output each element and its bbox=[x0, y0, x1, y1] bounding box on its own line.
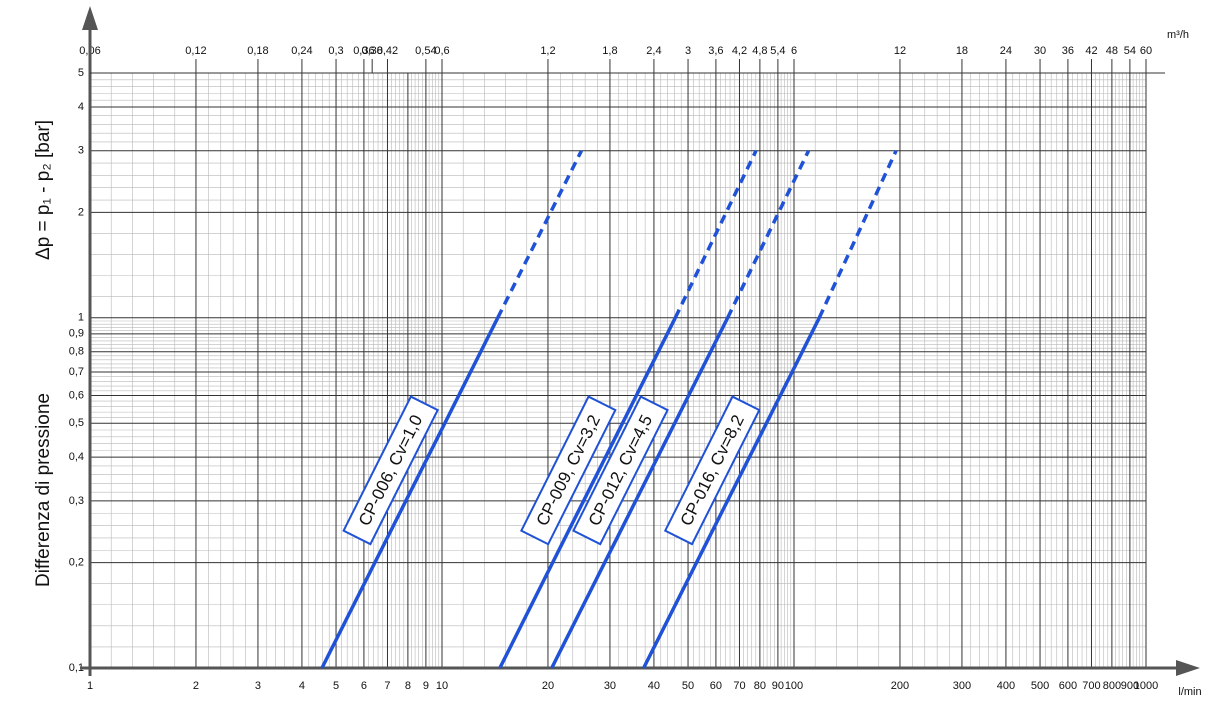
x2-tick-label: 4,2 bbox=[732, 45, 747, 57]
series-label: CP-016, Cv=8,2 bbox=[663, 395, 761, 546]
x-tick-label: 600 bbox=[1059, 680, 1077, 692]
x2-tick-label: 18 bbox=[956, 45, 968, 57]
series-label-box bbox=[663, 395, 761, 546]
series-label-box bbox=[572, 395, 669, 546]
y-axis-arrow bbox=[82, 6, 98, 30]
x2-tick-label: 5,4 bbox=[770, 45, 785, 57]
x-tick-label: 30 bbox=[604, 680, 616, 692]
line-segment-dashed bbox=[673, 149, 758, 319]
x2-tick-label: 3,6 bbox=[708, 45, 723, 57]
x2-tick-label: 30 bbox=[1034, 45, 1046, 57]
line-segment-dashed bbox=[817, 149, 898, 319]
x-tick-label: 9 bbox=[423, 680, 429, 692]
series-label-box bbox=[519, 395, 617, 546]
x2-tick-label: 0,36 bbox=[353, 45, 374, 57]
y-axis-label: Δp = p₁ - p₂ [bar] bbox=[33, 120, 54, 260]
line-segment bbox=[498, 317, 677, 669]
x2-tick-label: 3 bbox=[685, 45, 691, 57]
y-tick-label: 0,8 bbox=[69, 346, 84, 358]
x2-tick-label: 0,24 bbox=[291, 45, 312, 57]
x-axis-arrow bbox=[1176, 660, 1200, 676]
x-tick-label: 1000 bbox=[1134, 680, 1158, 692]
x-tick-label: 1 bbox=[87, 680, 93, 692]
x-tick-label: 8 bbox=[405, 680, 411, 692]
x2-tick-label: 6 bbox=[791, 45, 797, 57]
x2-tick-label: 60 bbox=[1140, 45, 1152, 57]
line-segment bbox=[550, 317, 730, 669]
x-tick-label: 4 bbox=[299, 680, 305, 692]
series-label-text: CP-006, Cv=1,0 bbox=[355, 412, 426, 529]
x-tick-label: 6 bbox=[361, 680, 367, 692]
y-tick-label: 1 bbox=[78, 312, 84, 324]
y-axis-label-2: Differenza di pressione bbox=[33, 393, 54, 587]
y-tick-label: 0,1 bbox=[69, 662, 84, 674]
y-tick-label: 0,2 bbox=[69, 556, 84, 568]
x-tick-label: 700 bbox=[1082, 680, 1100, 692]
y-tick-label: 0,9 bbox=[69, 328, 84, 340]
x-tick-label: 900 bbox=[1121, 680, 1139, 692]
x2-tick-label: 1,8 bbox=[602, 45, 617, 57]
x-tick-label: 800 bbox=[1103, 680, 1121, 692]
x2-tick-label: 36 bbox=[1062, 45, 1074, 57]
y-tick-label: 0,6 bbox=[69, 389, 84, 401]
x-tick-label: 400 bbox=[997, 680, 1015, 692]
y-tick-label: 5 bbox=[78, 67, 84, 79]
x2-tick-label: 54 bbox=[1124, 45, 1136, 57]
x-tick-label: 300 bbox=[953, 680, 971, 692]
y-tick-label: 0,5 bbox=[69, 417, 84, 429]
x-tick-label: 70 bbox=[733, 680, 745, 692]
x-tick-label: 20 bbox=[542, 680, 554, 692]
x2-tick-label: 0,42 bbox=[377, 45, 398, 57]
x-tick-label: 2 bbox=[193, 680, 199, 692]
x-tick-label: 3 bbox=[255, 680, 261, 692]
x-tick-label: 40 bbox=[648, 680, 660, 692]
y-tick-label: 3 bbox=[78, 145, 84, 157]
x2-tick-label: 0,3 bbox=[328, 45, 343, 57]
x2-axis-unit: m³/h bbox=[1167, 29, 1189, 41]
x2-tick-label: 1,2 bbox=[540, 45, 555, 57]
line-segment bbox=[320, 317, 500, 669]
x2-tick-label: 0,12 bbox=[185, 45, 206, 57]
x2-tick-label: 0,6 bbox=[434, 45, 449, 57]
x-tick-label: 50 bbox=[682, 680, 694, 692]
x2-tick-label: 0,18 bbox=[247, 45, 268, 57]
x-tick-label: 5 bbox=[333, 680, 339, 692]
x2-tick-label: 0,54 bbox=[415, 45, 436, 57]
x2-tick-label: 0,38 bbox=[361, 45, 382, 57]
y-tick-label: 4 bbox=[78, 101, 84, 113]
x2-tick-label: 24 bbox=[1000, 45, 1012, 57]
series-label: CP-006, Cv=1,0 bbox=[342, 395, 440, 546]
line-segment-dashed bbox=[496, 149, 584, 319]
x-tick-label: 60 bbox=[710, 680, 722, 692]
y-tick-label: 0,3 bbox=[69, 495, 84, 507]
x-tick-label: 500 bbox=[1031, 680, 1049, 692]
x-tick-label: 10 bbox=[436, 680, 448, 692]
y-tick-label: 0,7 bbox=[69, 366, 84, 378]
line-segment bbox=[642, 317, 821, 669]
x-tick-label: 7 bbox=[384, 680, 390, 692]
x-tick-label: 90 bbox=[772, 680, 784, 692]
x2-tick-label: 4,8 bbox=[752, 45, 767, 57]
x2-tick-label: 2,4 bbox=[646, 45, 661, 57]
line-segment-dashed bbox=[726, 149, 811, 319]
x-tick-label: 200 bbox=[891, 680, 909, 692]
series-label-box bbox=[342, 395, 440, 546]
x-tick-label: 100 bbox=[785, 680, 803, 692]
x2-tick-label: 12 bbox=[894, 45, 906, 57]
x-tick-label: 80 bbox=[754, 680, 766, 692]
x2-tick-label: 48 bbox=[1106, 45, 1118, 57]
x-axis-unit: l/min bbox=[1178, 686, 1201, 698]
series-label-text: CP-016, Cv=8,2 bbox=[677, 412, 748, 529]
x2-tick-label: 42 bbox=[1085, 45, 1097, 57]
y-tick-label: 2 bbox=[78, 206, 84, 218]
y-tick-label: 0,4 bbox=[69, 451, 84, 463]
